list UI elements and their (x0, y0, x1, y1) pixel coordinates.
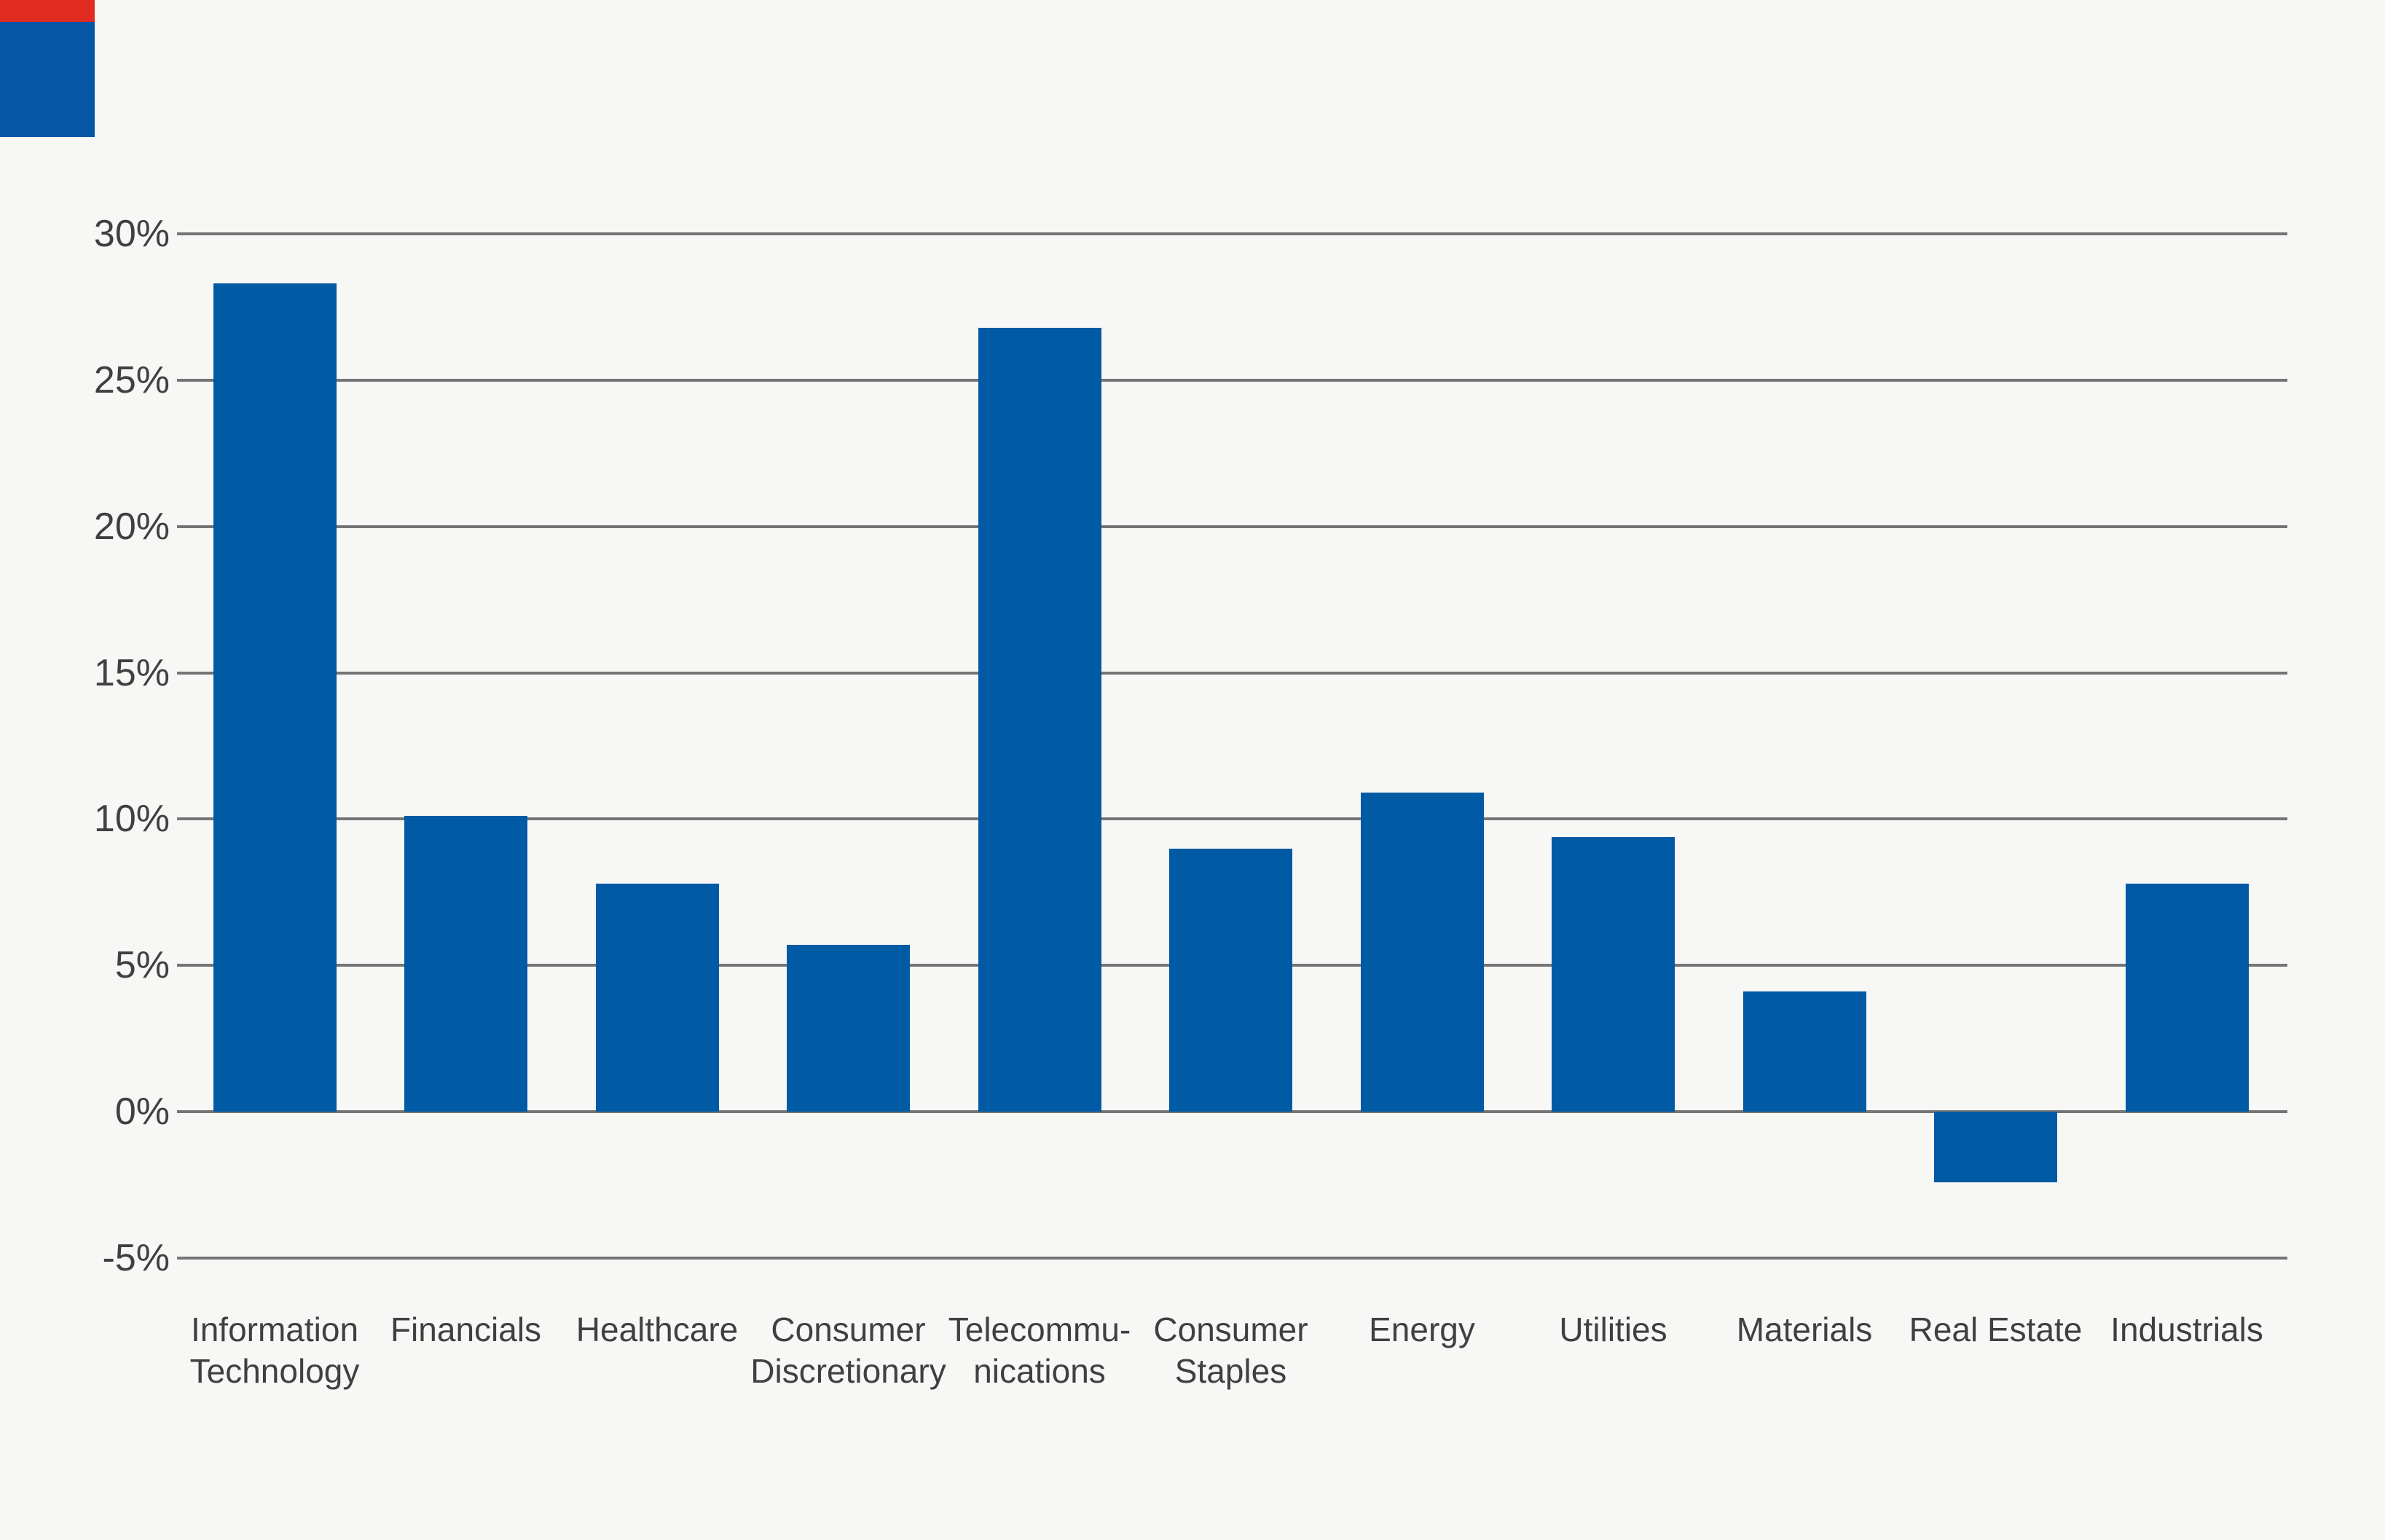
y-axis-tick-label: 10% (93, 798, 170, 841)
bar-consumer-discretionary (787, 945, 910, 1112)
x-axis-label-line: Discretionary (750, 1352, 946, 1390)
x-axis-label-line: Materials (1736, 1311, 1873, 1348)
y-axis-tick-label: 25% (93, 358, 170, 401)
x-axis-label-line: Consumer (1153, 1311, 1308, 1348)
bar-utilities (1552, 836, 1675, 1112)
bar-energy (1360, 793, 1484, 1112)
bar-telecommunications (978, 327, 1101, 1112)
x-axis-label-line: Technology (189, 1352, 360, 1390)
y-axis-tick-label: 5% (114, 944, 170, 987)
x-axis-label-materials: Materials (1651, 1309, 1957, 1351)
x-axis-label-line: Information (190, 1311, 359, 1348)
x-axis-label-information-technology: Information Technology (122, 1309, 428, 1392)
x-axis-label-utilities: Utilities (1461, 1309, 1767, 1351)
x-axis-label-real-estate: Real Estate (1843, 1309, 2149, 1351)
gridline-0 (177, 1110, 2287, 1114)
x-axis-label-consumer-staples: Consumer Staples (1078, 1309, 1384, 1392)
bar-financials (404, 816, 527, 1112)
bar-consumer-staples (1169, 848, 1292, 1112)
logo-fragment-blue (0, 22, 95, 137)
gridline-30 (177, 232, 2287, 235)
x-axis-label-healthcare: Healthcare (504, 1309, 810, 1351)
bar-healthcare (595, 883, 719, 1112)
bar-materials (1742, 991, 1866, 1112)
logo-fragment-red (0, 0, 95, 22)
x-axis-label-line: Consumer (771, 1311, 926, 1348)
x-axis-label-line: nications (973, 1352, 1106, 1390)
x-axis-label-consumer-discretionary: Consumer Discretionary (696, 1309, 1002, 1392)
x-axis-label-financials: Financials (313, 1309, 619, 1351)
bar-information-technology (213, 283, 337, 1112)
y-axis-tick-label: 30% (93, 213, 170, 255)
x-axis-label-energy: Energy (1269, 1309, 1575, 1351)
y-axis-tick-label: 20% (93, 505, 170, 548)
x-axis-label-industrials: Industrials (2034, 1309, 2340, 1351)
x-axis-label-line: Utilities (1559, 1311, 1667, 1348)
x-axis-label-line: Staples (1174, 1352, 1287, 1390)
y-axis-tick-label: -5% (102, 1236, 170, 1279)
x-axis-label-line: Healthcare (575, 1311, 739, 1348)
gridline-10 (177, 817, 2287, 821)
x-axis-label-line: Industrials (2110, 1311, 2263, 1348)
y-axis-tick-label: 15% (93, 651, 170, 694)
x-axis-label-line: Financials (390, 1311, 542, 1348)
y-axis-tick-label: 0% (114, 1091, 170, 1134)
x-axis-label-line: Real Estate (1909, 1311, 2083, 1348)
gridline--5 (177, 1256, 2287, 1260)
bar-industrials (2125, 883, 2249, 1112)
gridline-15 (177, 671, 2287, 675)
gridline-20 (177, 525, 2287, 528)
bar-real-estate (1934, 1112, 2057, 1182)
x-axis-label-line: Telecommu- (948, 1311, 1131, 1348)
x-axis-label-line: Energy (1369, 1311, 1475, 1348)
gridline-25 (177, 378, 2287, 382)
x-axis-label-telecommunications: Telecommu-nications (887, 1309, 1192, 1392)
